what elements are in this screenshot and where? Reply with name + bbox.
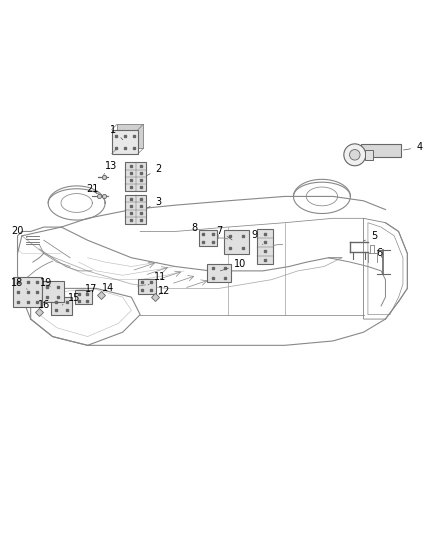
- Bar: [225, 230, 249, 254]
- Bar: [75, 290, 92, 304]
- Text: 13: 13: [104, 161, 117, 174]
- Text: 1: 1: [110, 125, 123, 140]
- Text: 19: 19: [40, 278, 52, 288]
- Bar: [125, 163, 146, 191]
- Bar: [365, 150, 373, 159]
- Text: 12: 12: [158, 286, 170, 296]
- Text: 18: 18: [11, 278, 27, 289]
- Text: 20: 20: [11, 227, 27, 238]
- Bar: [125, 195, 146, 224]
- Circle shape: [350, 150, 360, 160]
- Text: 3: 3: [147, 197, 162, 208]
- Text: 10: 10: [220, 260, 246, 271]
- Text: 6: 6: [377, 248, 383, 259]
- Text: 11: 11: [148, 272, 166, 285]
- Text: 2: 2: [147, 164, 162, 175]
- Text: 5: 5: [364, 231, 377, 241]
- Bar: [138, 279, 156, 294]
- Text: 21: 21: [86, 183, 98, 193]
- Text: 15: 15: [62, 293, 81, 305]
- Bar: [42, 281, 64, 302]
- Text: 8: 8: [192, 223, 204, 235]
- Bar: [207, 264, 231, 282]
- Bar: [112, 130, 138, 154]
- Text: 7: 7: [216, 225, 232, 240]
- Bar: [51, 297, 72, 314]
- Bar: [199, 230, 217, 246]
- Bar: [257, 229, 273, 264]
- Text: 4: 4: [403, 142, 422, 152]
- Circle shape: [344, 144, 366, 166]
- Text: 17: 17: [85, 284, 97, 294]
- Text: 16: 16: [38, 300, 50, 310]
- Text: 9: 9: [252, 230, 263, 245]
- Text: 14: 14: [102, 282, 114, 293]
- Bar: [117, 124, 143, 149]
- Bar: [361, 144, 401, 157]
- Bar: [13, 277, 42, 307]
